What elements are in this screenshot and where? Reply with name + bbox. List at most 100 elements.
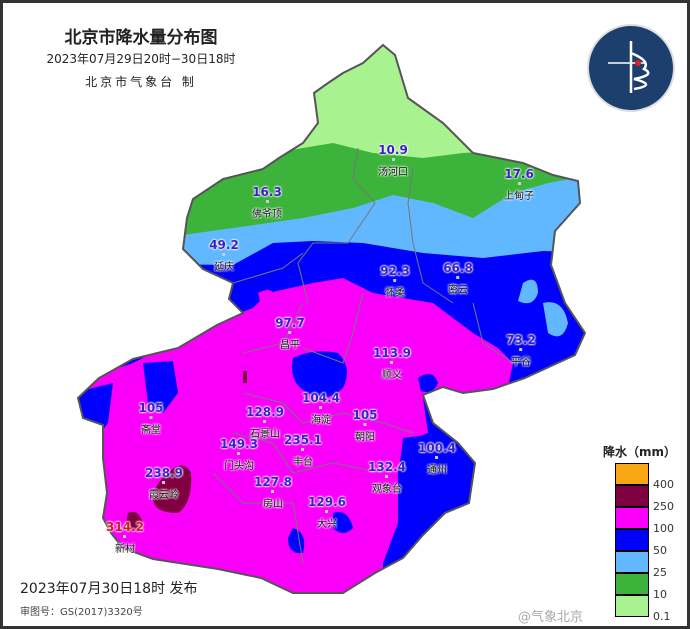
station-label: 129.6 大兴 [308, 493, 346, 530]
blob-maroon [243, 371, 247, 383]
station-label: 127.8 房山 [254, 473, 292, 510]
station-name: 新村 [115, 544, 135, 555]
map-title: 北京市降水量分布图 [64, 28, 218, 48]
station-name: 密云 [447, 285, 468, 296]
legend-threshold: 50 [653, 544, 667, 557]
station-dot [435, 456, 439, 459]
station-value: 16.3 [252, 185, 282, 199]
station-dot [301, 448, 305, 451]
legend-threshold: 25 [653, 566, 667, 579]
station-dot [363, 423, 367, 426]
blob-light-blue [518, 279, 538, 304]
station-label: 17.6 上甸子 [504, 165, 534, 202]
station-name: 上甸子 [504, 191, 534, 202]
band-100-250 [78, 278, 513, 593]
station-name: 丰台 [293, 457, 313, 468]
station-name: 通州 [427, 465, 447, 476]
legend-threshold: 10 [653, 588, 667, 601]
station-label: 100.4 通州 [418, 439, 456, 476]
station-value: 113.9 [373, 346, 411, 360]
station-name: 斋堂 [141, 425, 161, 436]
map-approval-number: 审图号：GS(2017)3320号 [20, 607, 143, 618]
station-value: 66.8 [443, 261, 473, 275]
legend-swatch [615, 573, 649, 595]
watermark: @气象北京 [518, 610, 584, 625]
station-name: 石景山 [250, 429, 280, 440]
bms-logo [587, 24, 675, 112]
legend-title: 降水（mm） [603, 445, 677, 459]
station-value: 314.2 [106, 520, 144, 534]
station-name: 房山 [263, 499, 283, 510]
blob-blue [333, 512, 353, 533]
legend-swatch [615, 485, 649, 507]
station-label: 66.8 密云 [443, 259, 473, 296]
station-name: 平谷 [510, 357, 531, 368]
station-name: 朝阳 [355, 432, 375, 443]
time-period: 2023年07月29日20时−30日18时 [46, 52, 236, 66]
station-name: 怀柔 [384, 288, 405, 299]
station-value: 127.8 [254, 475, 292, 489]
station-name: 观象台 [372, 484, 402, 495]
station-value: 10.9 [378, 143, 408, 157]
legend-swatch [615, 595, 649, 617]
station-label: 73.2 平谷 [506, 331, 536, 368]
producer: 北京市气象台 制 [85, 75, 197, 89]
legend-threshold: 100 [653, 522, 674, 535]
station-label: 314.2 新村 [106, 518, 144, 555]
station-dot [385, 475, 389, 478]
legend-threshold: 250 [653, 500, 674, 513]
station-dot [319, 406, 323, 409]
blob-blue [418, 374, 438, 392]
legend-swatch [615, 551, 649, 573]
station-value: 128.9 [246, 405, 284, 419]
district-boundaries [212, 147, 514, 564]
station-dot [265, 200, 269, 203]
station-name: 汤河口 [378, 167, 408, 178]
station-dot [391, 158, 395, 161]
station-label: 238.9 霞云岭 [145, 464, 183, 501]
station-name: 大兴 [317, 519, 337, 530]
station-label: 149.3 门头沟 [220, 435, 258, 472]
station-dot [237, 452, 241, 455]
blob-maroon [125, 511, 143, 531]
station-label: 16.3 佛爷顶 [252, 183, 282, 220]
station-label: 49.2 延庆 [209, 236, 239, 273]
station-value: 129.6 [308, 495, 346, 509]
legend-threshold: 0.1 [653, 610, 671, 623]
station-dot [162, 481, 166, 484]
station-value: 235.1 [284, 433, 322, 447]
station-value: 105 [352, 408, 378, 422]
station-dot [222, 253, 226, 256]
station-name: 霞云岭 [149, 490, 179, 501]
station-value: 105 [138, 401, 164, 415]
station-value: 49.2 [209, 238, 239, 252]
station-dot [123, 535, 127, 538]
station-dot [393, 279, 397, 282]
issued-time: 2023年07月30日18时 发布 [20, 581, 198, 597]
station-label: 105 斋堂 [138, 399, 163, 436]
blob-blue [398, 433, 473, 533]
blob-blue [292, 351, 347, 397]
precipitation-map [77, 44, 586, 594]
station-dot [263, 420, 267, 423]
blob-light-blue [543, 302, 568, 337]
station-dot [519, 348, 523, 351]
station-label: 92.3 怀柔 [380, 262, 410, 299]
legend-swatch [615, 507, 649, 529]
station-value: 92.3 [380, 264, 410, 278]
legend-threshold: 400 [653, 478, 674, 491]
station-name: 顺义 [382, 370, 402, 381]
blob-magenta [258, 289, 275, 303]
station-dot [456, 276, 460, 279]
legend-swatch [615, 463, 649, 485]
station-label: 97.7 昌平 [275, 314, 305, 351]
station-value: 238.9 [145, 466, 183, 480]
station-dot [325, 510, 329, 513]
legend-swatch [615, 529, 649, 551]
station-name: 延庆 [213, 262, 234, 273]
station-value: 97.7 [275, 316, 305, 330]
station-dot [271, 490, 275, 493]
station-value: 149.3 [220, 437, 258, 451]
station-label: 132.4 观象台 [368, 458, 406, 495]
